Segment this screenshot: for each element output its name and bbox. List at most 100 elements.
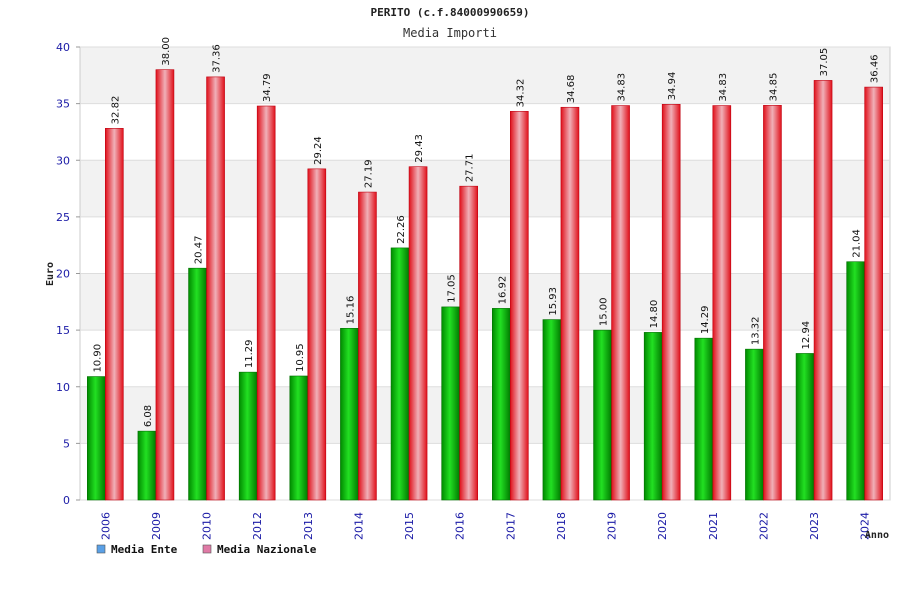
bar-media-nazionale [105,128,124,501]
chart-title: PERITO (c.f.84000990659) [371,6,530,19]
data-label: 15.93 [548,287,559,316]
bar-media-ente [643,332,663,501]
data-label: 15.16 [345,296,356,325]
chart-subtitle: Media Importi [403,26,497,40]
data-label: 34.32 [515,79,526,108]
bar-media-nazionale [813,80,833,501]
x-tick-label: 2021 [707,512,720,540]
x-axis-label: Anno [865,530,889,541]
y-tick-label: 20 [56,268,70,281]
bar-media-ente [492,308,511,501]
bar-media-ente [289,375,309,501]
bar-media-ente [441,306,460,501]
y-tick-label: 10 [56,381,70,394]
data-label: 37.05 [819,48,830,77]
data-label: 34.79 [262,73,273,102]
bars [87,69,883,501]
data-label: 34.83 [718,73,729,102]
data-label: 21.04 [852,229,863,258]
data-label: 34.85 [768,73,779,102]
data-label: 13.32 [750,317,761,346]
x-tick-label: 2024 [859,512,872,540]
bar-media-nazionale [155,69,175,501]
x-axis-ticks: 2006 2009 2010 2012 2013 2014 2015 2016 2017 2018… [99,512,871,540]
x-tick-label: 2012 [251,512,264,540]
x-tick-label: 2015 [403,512,416,540]
bar-media-ente [137,430,157,501]
bar-media-nazionale [864,86,883,501]
data-label: 14.29 [700,306,711,335]
bar-media-nazionale [661,104,681,501]
data-label: 36.46 [870,54,881,83]
data-label: 12.94 [801,321,812,350]
bar-media-nazionale [510,111,529,501]
y-axis-ticks: 0 5 10 15 20 25 30 35 40 [56,41,70,507]
y-tick-label: 30 [56,154,70,167]
bar-media-ente [87,376,106,501]
x-tick-label: 2013 [302,512,315,540]
bar-media-nazionale [560,106,580,501]
bar-media-nazionale [206,76,225,501]
data-label: 14.80 [649,300,660,329]
data-label: 10.90 [92,344,103,373]
data-label: 6.08 [143,405,154,427]
data-label: 20.47 [194,236,205,265]
bar-media-ente [390,247,410,501]
x-tick-label: 2010 [201,512,214,540]
x-tick-label: 2023 [808,512,821,540]
data-label: 11.29 [244,340,255,369]
data-label: 27.19 [363,159,374,188]
bar-media-nazionale [358,191,377,501]
y-tick-label: 0 [63,494,70,507]
bar-media-ente [340,328,359,501]
x-tick-label: 2006 [99,512,112,540]
x-tick-label: 2017 [504,512,517,540]
bar-media-nazionale [763,105,782,501]
bar-media-ente [846,261,865,501]
data-label: 37.36 [212,44,223,73]
data-label: 29.24 [313,136,324,165]
data-label: 34.94 [667,72,678,101]
x-tick-label: 2022 [757,512,770,540]
data-label: 38.00 [161,37,172,66]
data-label: 29.43 [414,134,425,163]
data-label: 17.05 [447,274,458,303]
y-tick-label: 5 [63,437,70,450]
data-label: 22.26 [396,215,407,244]
data-label: 32.82 [110,96,121,125]
y-tick-label: 35 [56,98,70,111]
data-label: 15.00 [599,297,610,326]
bar-media-ente [188,267,207,501]
legend-swatch [96,544,106,554]
y-tick-label: 15 [56,324,70,337]
bar-media-ente [745,348,764,501]
data-label: 10.95 [295,343,306,372]
x-tick-label: 2018 [555,512,568,540]
legend-label: Media Ente [111,543,178,556]
bar-media-nazionale [408,166,428,501]
bar-media-ente [238,371,258,501]
y-tick-label: 25 [56,211,70,224]
bar-media-ente [542,319,562,501]
y-tick-label: 40 [56,41,70,54]
x-tick-label: 2009 [150,512,163,540]
bar-media-ente [795,353,815,501]
y-axis-label: Euro [45,262,56,286]
bar-media-ente [593,329,612,501]
bar-media-nazionale [256,105,276,501]
data-label: 27.71 [465,154,476,183]
legend: Media Ente Media Nazionale [96,543,317,556]
x-tick-label: 2014 [352,512,365,540]
data-label: 16.92 [497,276,508,305]
bar-media-nazionale [611,105,630,501]
x-tick-label: 2016 [454,512,467,540]
x-tick-label: 2020 [656,512,669,540]
bar-media-nazionale [307,168,327,501]
bar-media-nazionale [459,185,478,501]
legend-label: Media Nazionale [217,543,317,556]
bar-media-ente [694,337,714,501]
data-label: 34.68 [566,75,577,104]
x-tick-label: 2019 [606,512,619,540]
legend-swatch [202,544,212,554]
